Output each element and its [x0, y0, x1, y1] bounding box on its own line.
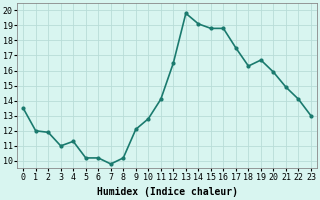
- X-axis label: Humidex (Indice chaleur): Humidex (Indice chaleur): [97, 187, 237, 197]
